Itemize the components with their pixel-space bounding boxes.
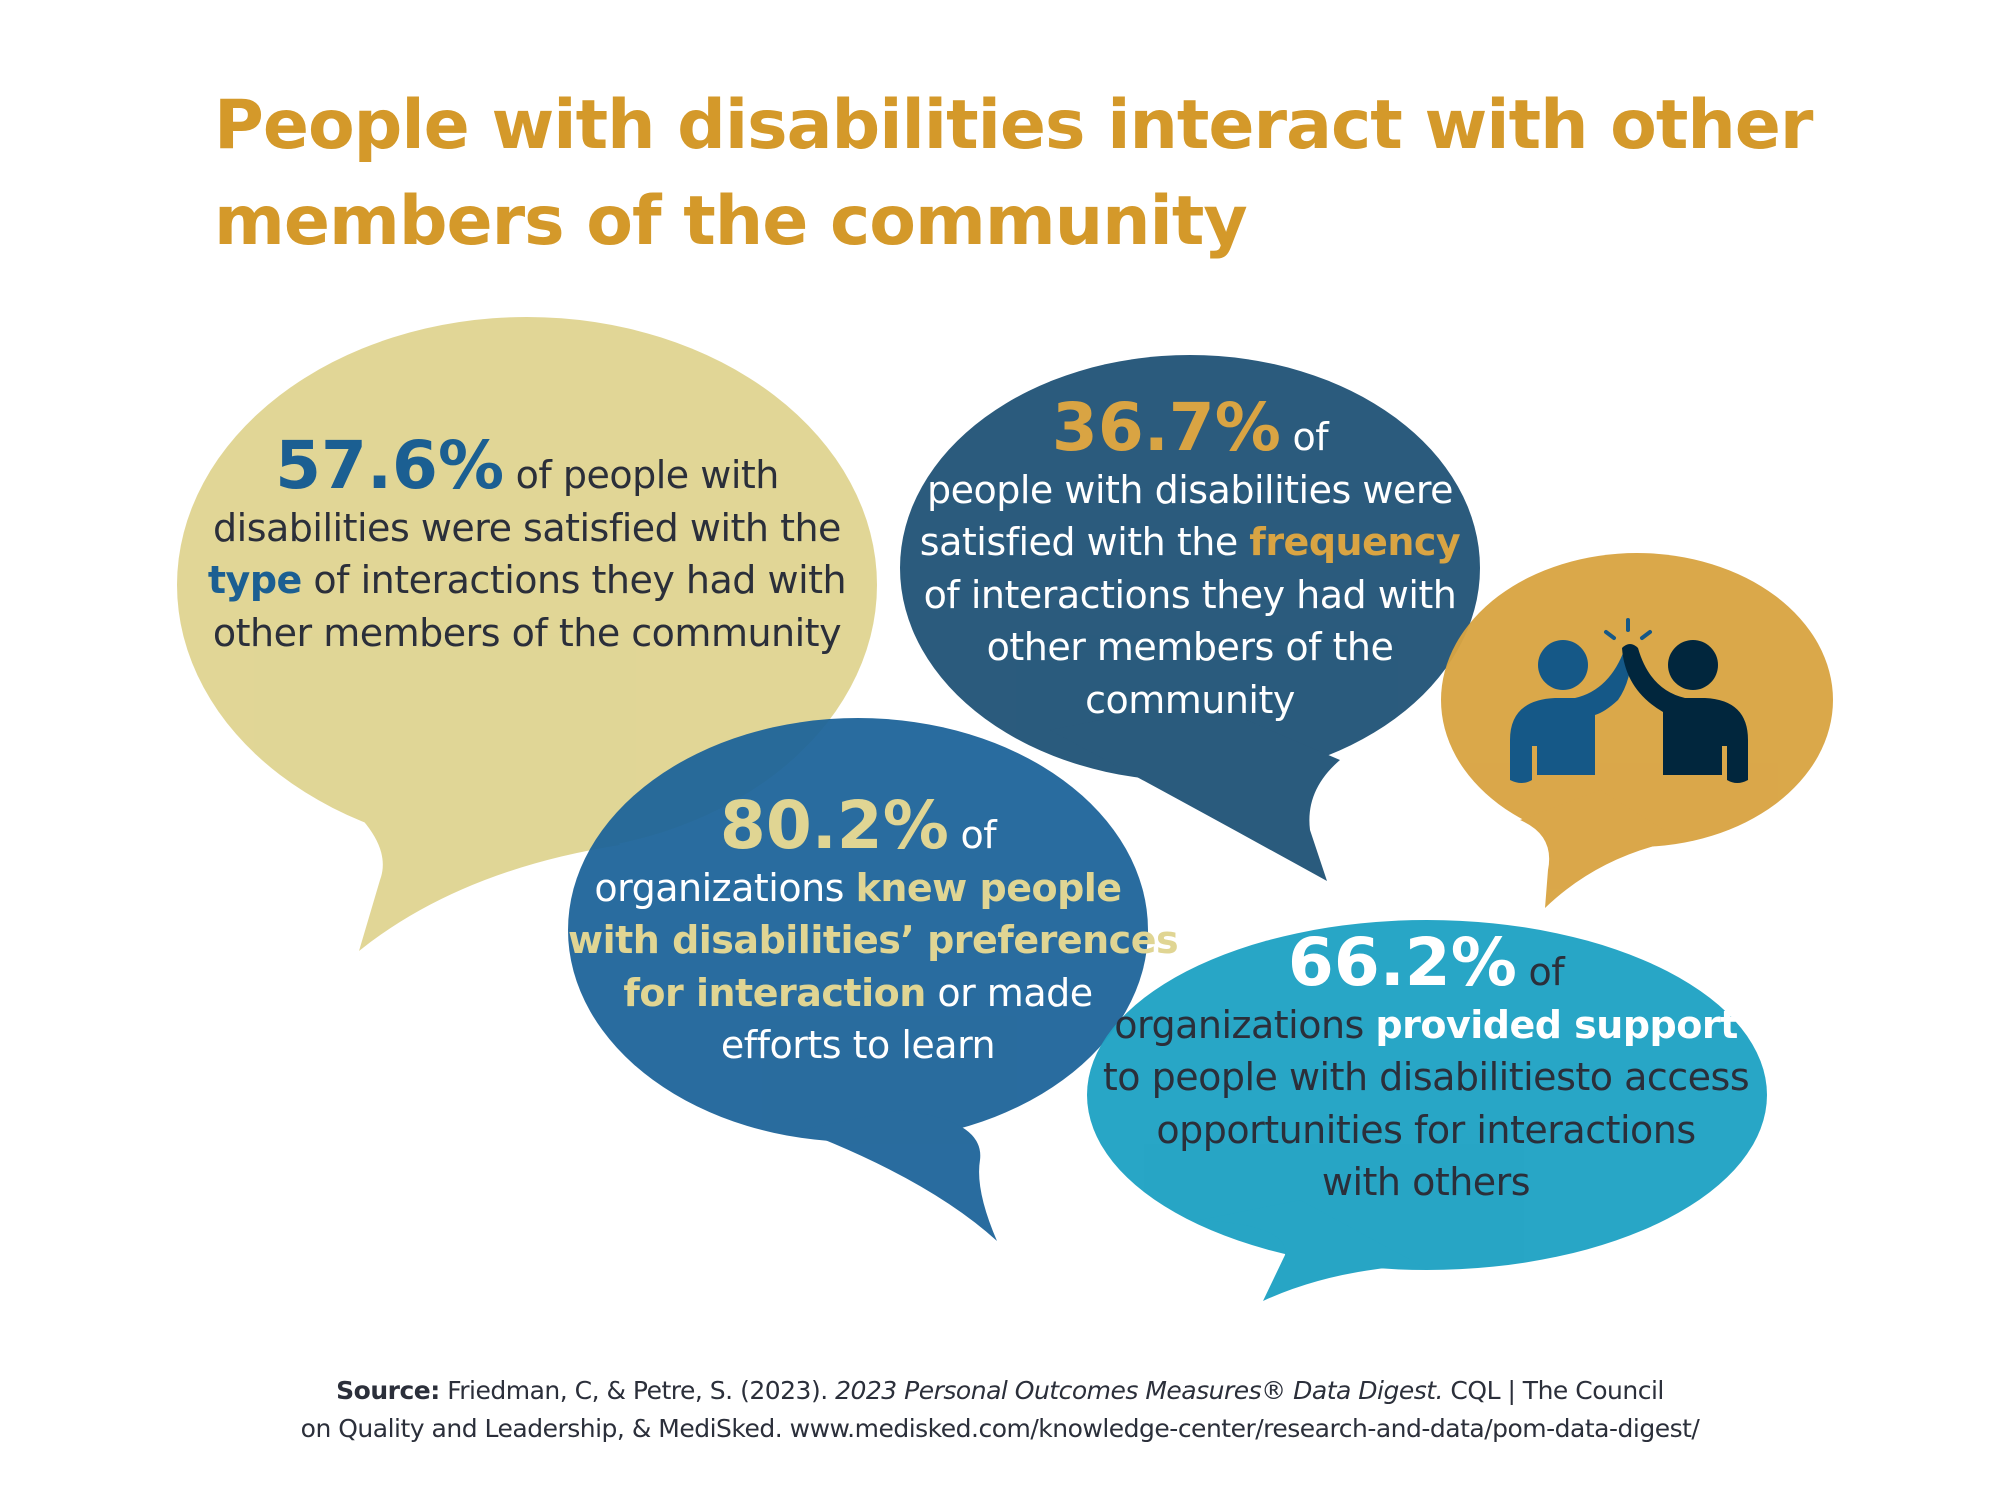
- text: opportunities for interactions: [1156, 1107, 1696, 1152]
- source-citation: Source: Friedman, C, & Petre, S. (2023).…: [0, 1372, 2000, 1448]
- text: with others: [1321, 1160, 1531, 1204]
- bubble-type: [177, 317, 877, 951]
- highlight: with disabilities’ preferences: [568, 918, 1179, 962]
- support-stat-text: 66.2% of organizations provided support …: [1086, 930, 1766, 1209]
- text: of: [948, 813, 997, 857]
- preferences-stat-text: 80.2% of organizations knew people with …: [568, 793, 1179, 1072]
- page-title: People with disabilities interact with o…: [214, 78, 1914, 270]
- title-line-2: members of the community: [214, 182, 1248, 261]
- text: on Quality and Leadership, & MediSked. w…: [300, 1414, 1700, 1443]
- bubble-support: [1087, 920, 1767, 1301]
- highlight: provided support: [1375, 1002, 1738, 1047]
- text: of interactions they had with: [301, 558, 847, 602]
- highlight: frequency: [1249, 520, 1461, 564]
- text: organizations: [594, 865, 856, 910]
- bubble-frequency: [900, 355, 1480, 881]
- text: of people with: [504, 453, 780, 497]
- text: people with disabilities were: [927, 467, 1453, 512]
- highlight: knew people: [855, 865, 1123, 910]
- stat-value: 80.2%: [719, 787, 949, 864]
- text: or made: [925, 970, 1093, 1015]
- bubble-preferences: [568, 718, 1148, 1241]
- text: of: [1280, 415, 1329, 459]
- text: other members of the: [986, 625, 1394, 669]
- text: disabilities were satisfied with the: [213, 505, 841, 550]
- high-five-icon: [1510, 618, 1748, 783]
- bubble-icon: [1441, 553, 1833, 908]
- stat-value: 66.2%: [1287, 924, 1517, 1001]
- highlight: type: [207, 558, 302, 602]
- text: organizations: [1114, 1002, 1376, 1047]
- text: CQL | The Council: [1442, 1376, 1664, 1405]
- text: community: [1085, 677, 1295, 722]
- text: satisfied with the: [919, 520, 1250, 564]
- publication-title: 2023 Personal Outcomes Measures® Data Di…: [835, 1376, 1443, 1405]
- text: of interactions they had with: [923, 572, 1457, 617]
- source-label: Source:: [336, 1376, 440, 1405]
- title-line-1: People with disabilities interact with o…: [214, 86, 1813, 165]
- text: efforts to learn: [720, 1023, 996, 1067]
- text: Friedman, C, & Petre, S. (2023).: [439, 1376, 836, 1405]
- text: to people with disabilitiesto access: [1102, 1055, 1750, 1099]
- stat-value: 57.6%: [275, 427, 505, 504]
- text: of: [1516, 950, 1565, 994]
- highlight: for interaction: [623, 970, 926, 1015]
- stat-value: 36.7%: [1051, 389, 1281, 466]
- text: other members of the community: [212, 610, 842, 655]
- frequency-stat-text: 36.7% of people with disabilities were s…: [900, 395, 1480, 726]
- type-stat-text: 57.6% of people with disabilities were s…: [177, 433, 877, 659]
